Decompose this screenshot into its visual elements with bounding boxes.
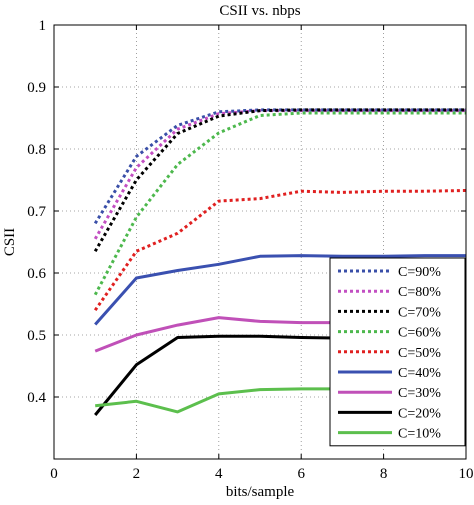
legend-label: C=30% [398, 386, 441, 401]
legend-label: C=40% [398, 366, 441, 381]
x-tick-label: 4 [215, 466, 223, 482]
x-tick-label: 6 [297, 466, 305, 482]
legend-label: C=90% [398, 265, 441, 280]
y-tick-label: 0.8 [27, 142, 46, 158]
series-line-c90 [93, 108, 466, 225]
plot-area-frame [53, 24, 467, 460]
chart-title: CSII vs. nbps [219, 3, 300, 19]
y-tick-label: 0.7 [27, 204, 46, 220]
y-tick-label: 0.9 [27, 80, 46, 96]
series-line-c50 [93, 189, 467, 312]
y-axis-label: CSII [2, 228, 18, 256]
legend-label: C=20% [398, 406, 441, 421]
legend-label: C=10% [398, 427, 441, 442]
x-axis-label: bits/sample [226, 484, 295, 500]
y-tick-label: 1 [39, 18, 47, 34]
x-tick-label: 2 [133, 466, 141, 482]
series-lines [93, 108, 467, 416]
legend: C=90% C=80% C=70% C=60% C=50% C=40% C=30% C=20%… [329, 257, 466, 447]
grid [54, 25, 466, 459]
x-tick-label: 10 [459, 466, 474, 482]
legend-label: C=70% [398, 305, 441, 320]
legend-label: C=80% [398, 285, 441, 300]
x-tick-label: 0 [50, 466, 58, 482]
y-tick-label: 0.5 [27, 328, 46, 344]
axis-ticks: 0 2 4 6 8 10 0.4 0.5 0.6 0.7 0.8 0.9 1 [27, 18, 473, 482]
y-tick-label: 0.6 [27, 266, 46, 282]
series-line-c70 [93, 108, 466, 253]
y-tick-label: 0.4 [27, 390, 46, 406]
series-line-c60 [93, 111, 466, 296]
series-line-c40 [94, 254, 466, 326]
legend-label: C=60% [398, 326, 441, 341]
legend-label: C=50% [398, 346, 441, 361]
x-tick-label: 8 [380, 466, 388, 482]
